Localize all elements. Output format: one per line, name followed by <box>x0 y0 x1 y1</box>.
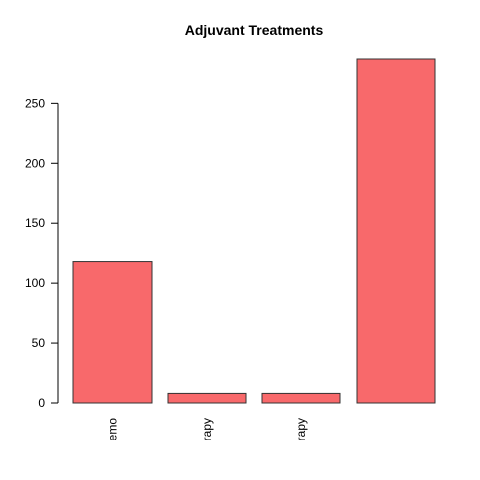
y-tick-label: 50 <box>32 336 46 350</box>
y-tick-label: 0 <box>38 396 45 410</box>
bar <box>167 392 247 404</box>
y-tick-label: 200 <box>25 156 45 170</box>
y-tick-label: 150 <box>25 216 45 230</box>
category-label: radiotherapy <box>294 418 308 480</box>
category-labels: platinum chemo radiotherapy radiotherapy <box>106 418 309 480</box>
bar <box>261 392 341 404</box>
bars <box>72 58 436 404</box>
bar <box>72 261 153 404</box>
chart-title: Adjuvant Treatments <box>185 22 324 38</box>
bar <box>356 58 436 404</box>
y-tick-label: 250 <box>25 96 45 110</box>
y-tick-label: 100 <box>25 276 45 290</box>
category-label: radiotherapy <box>200 418 214 480</box>
y-axis: 0 50 100 150 200 250 <box>25 96 59 410</box>
category-label: platinum chemo <box>106 418 120 480</box>
